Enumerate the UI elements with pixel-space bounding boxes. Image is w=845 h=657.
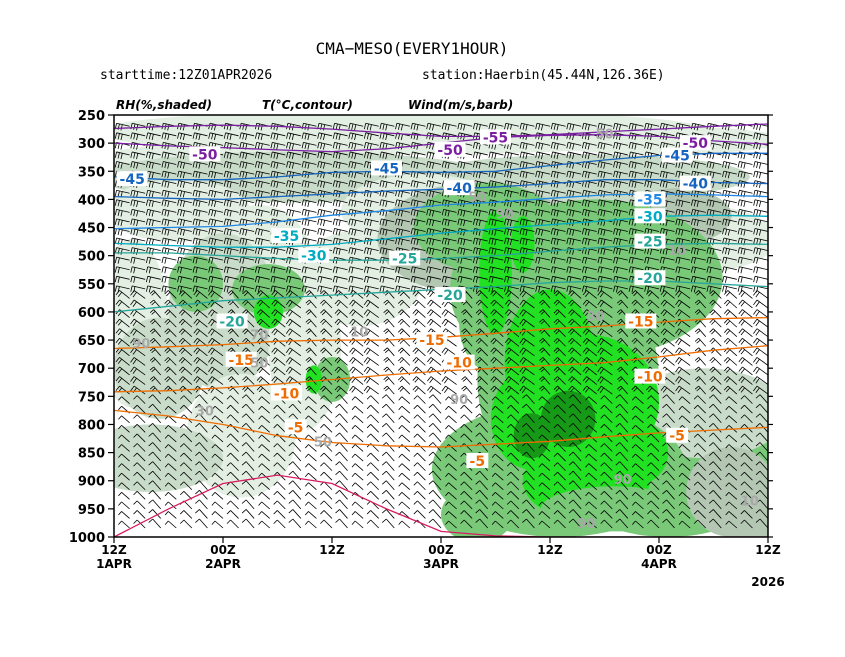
chart-title: CMA−MESO(EVERY1HOUR) (316, 39, 509, 58)
rh-contour-label: 30 (586, 310, 604, 325)
rh-contour-label: 50 (595, 128, 613, 143)
rh-contour-label: 90 (496, 207, 514, 222)
temperature-contour-label: -45 (665, 149, 690, 165)
y-tick-label: 750 (78, 390, 105, 405)
temperature-contour-label: -5 (669, 429, 685, 445)
x-tick-label: 12Z (319, 543, 345, 557)
rh-contour-label: 30 (196, 404, 214, 419)
rh-contour-label: 10 (350, 326, 368, 341)
x-tick-label: 12Z (755, 543, 781, 557)
temperature-contour-label: -50 (437, 143, 463, 159)
wind-barb (102, 404, 114, 413)
temperature-contour-label: -15 (419, 333, 444, 349)
temperature-contour-label: -10 (637, 370, 663, 386)
temperature-contour-label: -25 (637, 235, 662, 251)
rh-contour-label: 90 (450, 393, 468, 408)
rh-contour-label: 90 (614, 473, 632, 488)
y-tick-label: 350 (78, 165, 105, 180)
wind-barb (100, 123, 114, 130)
temperature-contour-label: -45 (120, 172, 145, 188)
y-tick-label: 450 (78, 222, 105, 237)
rh-contour-label: 10 (741, 494, 759, 509)
y-tick-label: 900 (78, 475, 105, 490)
legend-wind-label: Wind(m/s,barb) (408, 98, 513, 112)
y-tick-label: 250 (78, 109, 105, 124)
y-tick-label: 1000 (69, 531, 105, 546)
rh-area (532, 126, 786, 154)
wind-barb (100, 152, 114, 159)
legend-temperature-label: T(°C,contour) (262, 98, 353, 112)
y-tick-label: 800 (78, 418, 105, 433)
wind-barb (102, 462, 114, 471)
rh-contour-label: 90 (132, 337, 150, 352)
x-tick-label: 00Z (646, 543, 672, 557)
y-tick-label: 500 (78, 250, 105, 265)
x-tick-label: 12Z (101, 543, 127, 557)
rh-contour-label: 50 (468, 191, 486, 206)
wind-barb (101, 377, 114, 385)
temperature-contour-label: -15 (628, 314, 653, 330)
temperature-contour-label: -5 (470, 454, 486, 470)
temperature-contour-label: -40 (683, 177, 709, 193)
x-tick-date-label: 4APR (641, 557, 677, 571)
y-tick-label: 700 (78, 362, 105, 377)
y-tick-label: 550 (78, 278, 105, 293)
temperature-contour-label: -50 (192, 147, 218, 163)
legend-rh-label: RH(%,shaded) (116, 98, 212, 112)
temperature-contour-label: -35 (637, 192, 662, 208)
temperature-contour-label: -10 (274, 387, 300, 403)
x-tick-date-label: 3APR (423, 557, 459, 571)
rh-area (306, 365, 322, 393)
x-tick-date-label: 1APR (96, 557, 132, 571)
temperature-contour-label: -55 (483, 131, 508, 147)
rh-area (714, 506, 787, 540)
y-tick-label: 600 (78, 306, 105, 321)
temperature-contour-label: -20 (637, 271, 663, 287)
x-tick-label: 00Z (428, 543, 454, 557)
temperature-contour-label: -35 (274, 229, 299, 245)
temperature-contour-label: -30 (637, 209, 663, 225)
temperature-contour-label: -30 (301, 249, 327, 265)
chart-station: station:Haerbin(45.44N,126.36E) (422, 68, 665, 83)
y-tick-label: 650 (78, 334, 105, 349)
rh-contour-label: 90 (577, 517, 595, 532)
y-tick-label: 850 (78, 447, 105, 462)
rh-contour-label: 50 (250, 357, 268, 372)
y-tick-label: 400 (78, 193, 105, 208)
wind-barb (100, 267, 114, 274)
x-tick-label: 00Z (210, 543, 236, 557)
x-year-label: 2026 (751, 575, 784, 589)
rh-contour-label: 50 (314, 435, 332, 450)
wind-barb (100, 238, 114, 245)
x-tick-label: 12Z (537, 543, 563, 557)
temperature-contour-label: -45 (374, 161, 399, 177)
wind-barb (102, 519, 114, 528)
rh-contour-label: 10 (668, 244, 686, 259)
rh-contour-label: 70 (250, 328, 268, 343)
wind-barb (100, 181, 114, 188)
chart-starttime: starttime:12Z01APR2026 (100, 68, 272, 83)
x-tick-date-label: 2APR (205, 557, 241, 571)
temperature-contour-label: -5 (288, 420, 304, 436)
wind-barb (100, 209, 114, 216)
wind-barb (102, 433, 114, 442)
y-tick-label: 300 (78, 137, 105, 152)
temperature-contour-label: -10 (447, 356, 473, 372)
temperature-contour-label: -25 (392, 251, 417, 267)
y-tick-label: 950 (78, 503, 105, 518)
wind-barb (102, 490, 114, 499)
temperature-contour-label: -20 (437, 288, 463, 304)
temperature-contour-label: -20 (219, 314, 245, 330)
